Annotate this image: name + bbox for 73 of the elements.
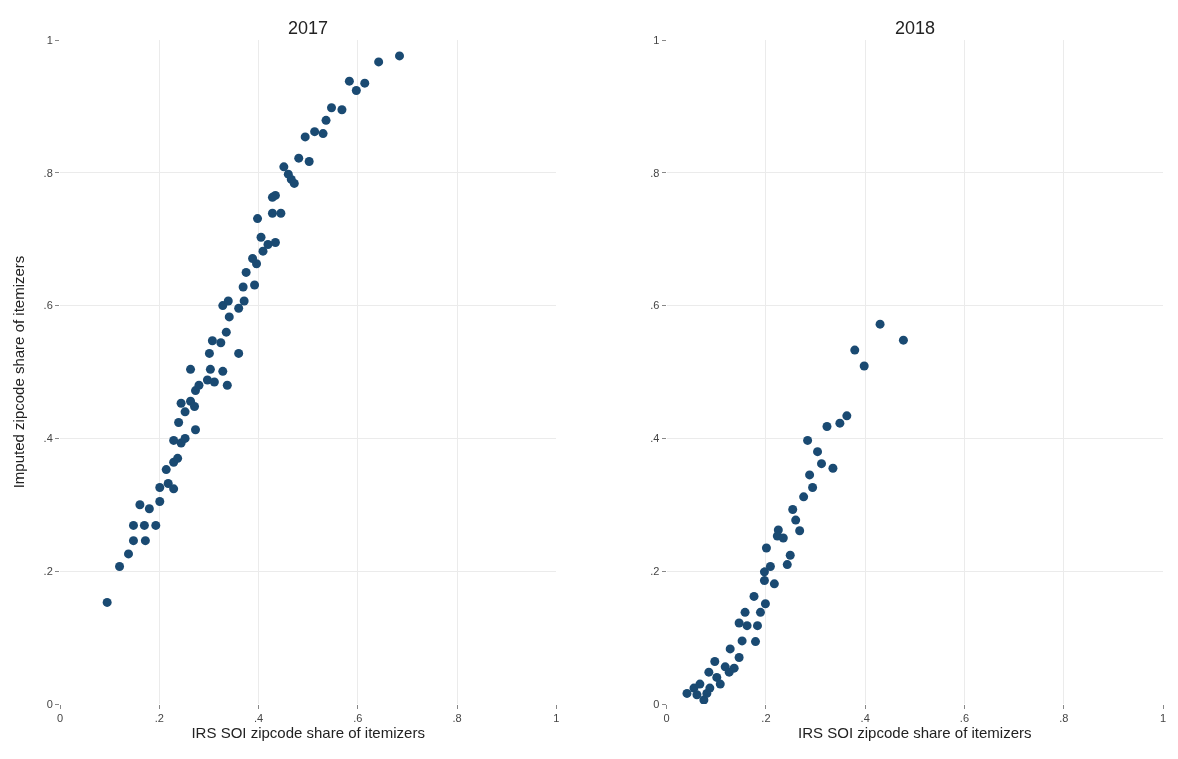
point	[740, 607, 750, 617]
x-tick-label: .2	[154, 712, 164, 725]
point	[737, 636, 747, 646]
point	[751, 637, 760, 647]
x-tick-label: .8	[1059, 712, 1069, 725]
y-tick-label: 1	[46, 33, 53, 46]
point	[702, 688, 712, 698]
point	[799, 492, 809, 502]
x-tick-label: .6	[353, 712, 363, 725]
y-tick-label: .2	[43, 565, 53, 578]
point	[752, 621, 762, 631]
x-tick-label: .8	[452, 712, 462, 725]
point	[734, 618, 744, 628]
point	[808, 483, 818, 493]
point	[759, 567, 769, 577]
point	[875, 319, 885, 329]
x-axis-title: IRS SOI zipcode share of itemizers	[191, 724, 425, 742]
point	[785, 550, 795, 560]
y-tick-label: .6	[43, 299, 53, 312]
point	[761, 543, 771, 553]
point	[813, 447, 823, 457]
x-axis-title: IRS SOI zipcode share of itemizers	[798, 724, 1032, 742]
y-tick-label: .8	[650, 166, 660, 179]
y-tick-label: .4	[650, 432, 660, 445]
point	[769, 579, 779, 589]
y-tick-label: 0	[46, 697, 53, 710]
y-tick-label: .6	[650, 299, 660, 312]
point	[704, 667, 714, 677]
point	[760, 599, 770, 609]
x-tick-label: .2	[761, 712, 771, 725]
chart-title: 2017	[288, 18, 329, 38]
point	[898, 335, 908, 345]
point	[859, 361, 869, 371]
point	[782, 560, 792, 570]
y-tick-label: .4	[43, 432, 53, 445]
point	[755, 607, 765, 617]
y-tick-label: 1	[653, 33, 660, 46]
point	[710, 657, 720, 666]
point	[828, 463, 838, 473]
point	[682, 688, 692, 698]
y-tick-label: .8	[43, 166, 53, 179]
chart-title: 2018	[895, 18, 936, 38]
point	[749, 591, 759, 601]
point	[817, 459, 827, 469]
point	[734, 653, 744, 663]
point	[791, 515, 801, 525]
point	[805, 470, 815, 480]
x-tick-label: .6	[959, 712, 970, 725]
point	[850, 345, 860, 355]
point	[788, 504, 798, 514]
x-tick-label: 0	[663, 712, 670, 725]
x-tick-label: .4	[860, 712, 870, 725]
y-tick-label: 0	[653, 697, 660, 710]
point	[692, 690, 702, 700]
point	[842, 411, 852, 421]
point	[835, 418, 845, 428]
point	[724, 667, 734, 677]
point	[795, 526, 805, 536]
point	[742, 621, 752, 631]
x-tick-label: 0	[56, 712, 64, 725]
point	[803, 435, 813, 445]
x-tick-label: 1	[553, 712, 560, 725]
y-tick-label: .2	[650, 565, 660, 578]
point	[765, 562, 775, 572]
x-tick-label: 1	[1159, 712, 1167, 725]
point	[715, 679, 725, 689]
x-tick-label: .4	[253, 712, 264, 725]
y-axis-title: Imputed zipcode share of itemizers	[9, 255, 27, 489]
point	[778, 533, 788, 543]
point	[822, 421, 832, 431]
point	[725, 644, 735, 654]
point	[712, 672, 722, 682]
point	[759, 576, 769, 585]
